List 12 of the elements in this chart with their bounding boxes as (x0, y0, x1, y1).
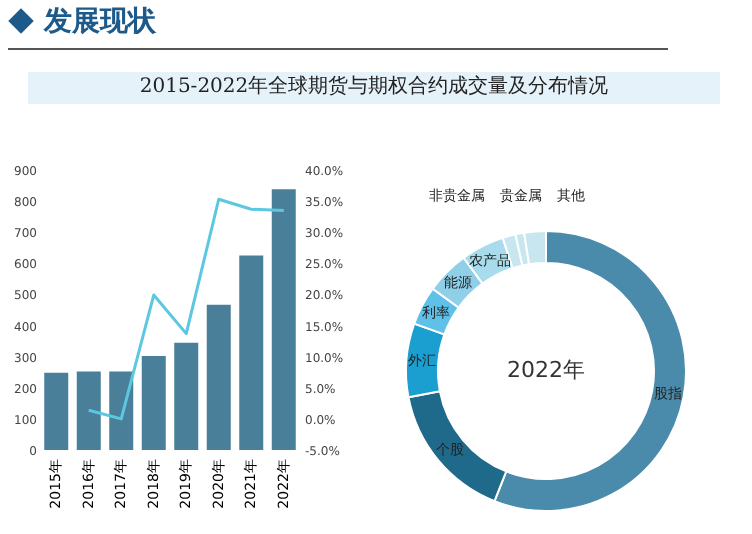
bar (44, 372, 69, 450)
bar (109, 371, 134, 450)
text: 发展现状 (44, 4, 156, 40)
bar (271, 189, 296, 450)
bar (174, 342, 199, 450)
text: 2015-2022年全球期货与期权合约成交量及分布情况 (28, 72, 720, 104)
line-series (87, 197, 286, 421)
bar (141, 356, 166, 450)
bar (76, 371, 101, 450)
bar (239, 255, 264, 450)
text: 2022年 (507, 357, 585, 383)
bar (206, 304, 231, 450)
